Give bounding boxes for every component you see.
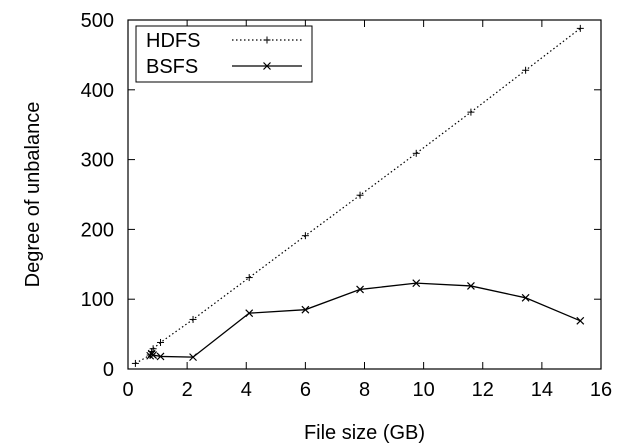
data-point-bsfs [576, 316, 585, 325]
legend-label-hdfs: HDFS [146, 30, 200, 52]
data-point-bsfs [356, 285, 364, 294]
x-tick-label: 6 [300, 379, 311, 401]
legend-label-bsfs: BSFS [146, 56, 198, 78]
legend: HDFS BSFS [135, 25, 313, 83]
data-point-bsfs [245, 309, 254, 318]
y-tick-label: 100 [81, 289, 114, 311]
x-tick-label: 2 [182, 379, 193, 401]
data-point-bsfs [412, 279, 421, 288]
data-point-bsfs [467, 282, 475, 290]
y-tick-label: 400 [81, 80, 114, 102]
data-point-bsfs [189, 353, 197, 362]
y-tick-label: 300 [81, 150, 114, 172]
legend-box [135, 25, 313, 83]
y-tick-label: 0 [103, 359, 114, 381]
data-point-bsfs [156, 352, 165, 361]
x-axis-label: File size (GB) [304, 422, 425, 444]
x-tick-label: 10 [413, 379, 435, 401]
data-point-hdfs [301, 232, 309, 240]
data-point-hdfs [412, 149, 420, 157]
plot-area: 0 2 4 6 8 10 12 14 16 0 100 200 300 400 500 [81, 10, 613, 401]
x-tick-label: 16 [590, 379, 612, 401]
data-point-bsfs [149, 351, 158, 359]
x-tick-label: 4 [241, 379, 252, 401]
x-tick-label: 0 [122, 379, 133, 401]
data-point-bsfs [521, 293, 530, 302]
legend-marker-hdfs [263, 36, 271, 44]
data-point-hdfs [467, 108, 475, 116]
x-tick-label: 14 [531, 379, 553, 401]
data-point-hdfs [189, 315, 197, 323]
y-tick-label: 200 [81, 219, 114, 241]
data-point-hdfs [576, 24, 584, 32]
legend-marker-bsfs [263, 62, 271, 70]
data-point-bsfs [301, 305, 310, 314]
data-point-hdfs [245, 274, 253, 282]
y-axis-label: Degree of unbalance [22, 102, 44, 288]
x-tick-label: 12 [472, 379, 494, 401]
data-point-hdfs [149, 345, 157, 353]
data-point-hdfs [131, 359, 139, 367]
data-point-hdfs [522, 66, 530, 74]
data-point-hdfs [356, 191, 364, 199]
data-point-hdfs [157, 338, 165, 346]
series-line-bsfs [149, 282, 581, 358]
x-tick-label: 8 [359, 379, 370, 401]
y-tick-label: 500 [81, 10, 114, 32]
